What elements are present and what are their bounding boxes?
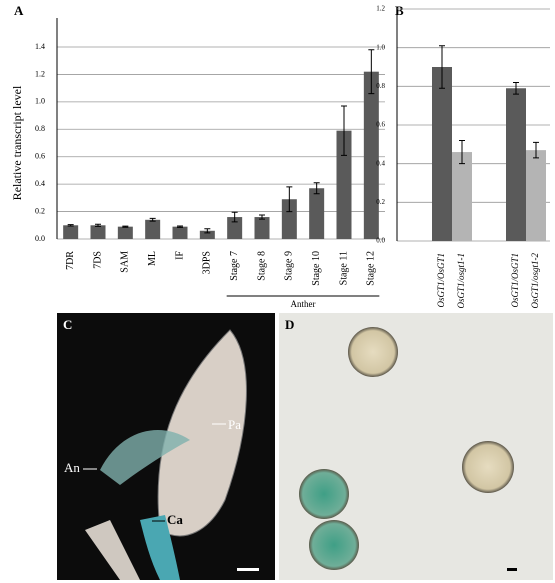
error-bar: [513, 81, 519, 95]
x-tick-label: Stage 7: [229, 251, 240, 281]
bar: [506, 88, 526, 242]
pollen-grain: [348, 327, 398, 377]
x-tick-label: ML: [147, 251, 158, 266]
error-bar: [204, 228, 211, 234]
x-tick-label: OsGT1/OsGT1: [436, 253, 446, 308]
error-bar: [459, 139, 465, 165]
bar: [172, 226, 188, 239]
bar: [90, 225, 106, 239]
y-tick-label: 1.0: [35, 97, 45, 106]
error-bar: [368, 49, 375, 95]
image-label: Ca: [167, 512, 183, 527]
y-tick-label: 0.6: [35, 152, 45, 161]
bar: [117, 226, 133, 239]
error-bar: [439, 45, 445, 89]
error-bar: [95, 223, 101, 227]
y-tick-label: 0.0: [376, 237, 385, 245]
y-axis-label: Relative transcript level: [10, 85, 24, 200]
pollen-grain: [299, 469, 349, 519]
panel-letter: B: [395, 3, 404, 18]
bar: [363, 71, 379, 239]
error-bar: [259, 214, 265, 220]
error-bar: [177, 225, 183, 228]
bar: [63, 225, 79, 239]
panel-letter: A: [14, 3, 24, 18]
y-tick-label: 1.0: [376, 43, 385, 51]
x-tick-label: OsGT1/OsGT1: [510, 253, 520, 308]
pollen-grain: [462, 441, 514, 493]
bar: [227, 217, 243, 239]
x-tick-label: IF: [174, 251, 185, 260]
error-bar: [231, 211, 238, 223]
bar: [199, 230, 215, 239]
x-tick-label: Stage 8: [256, 251, 267, 281]
x-tick-label: OsGT1/osgt1-2: [530, 253, 540, 309]
y-tick-label: 0.4: [35, 179, 45, 188]
x-tick-label: 7DS: [92, 251, 103, 269]
y-tick-label: 1.4: [35, 42, 45, 51]
scale-bar: [507, 568, 517, 571]
bar: [432, 67, 452, 241]
bar: [526, 150, 546, 241]
error-bar: [67, 224, 74, 227]
error-bar: [533, 141, 539, 159]
y-tick-label: 0.6: [376, 121, 385, 129]
scale-bar: [237, 568, 259, 571]
error-bar: [122, 225, 129, 228]
x-tick-label: SAM: [120, 251, 131, 273]
y-tick-label: 0.2: [35, 206, 45, 215]
x-tick-label: Stage 9: [284, 251, 295, 281]
spikelet-drawing: [85, 329, 247, 580]
image-label: An: [64, 460, 80, 475]
x-tick-label: OsGT1/osgt1-1: [456, 253, 466, 309]
bar: [309, 188, 325, 239]
y-tick-label: 1.2: [35, 69, 45, 78]
panel-letter: D: [285, 317, 294, 332]
bar: [452, 152, 472, 241]
y-tick-label: 0.2: [376, 198, 385, 206]
bar: [336, 130, 352, 239]
error-bar: [286, 186, 293, 213]
image-label: Pa: [228, 417, 241, 432]
y-tick-label: 0.8: [376, 82, 385, 90]
x-tick-label: Stage 10: [311, 251, 322, 286]
bar: [281, 199, 297, 239]
error-bar: [341, 105, 347, 156]
pollen-grain: [309, 520, 359, 570]
x-tick-label: Stage 11: [338, 251, 349, 285]
y-tick-label: 1.2: [376, 5, 385, 13]
x-tick-label: 3DPS: [202, 251, 213, 274]
y-tick-label: 0.0: [35, 234, 45, 243]
x-tick-label: 7DR: [65, 251, 76, 270]
error-bar: [313, 182, 320, 195]
y-tick-label: 0.4: [376, 159, 385, 167]
bar: [145, 219, 161, 239]
bar: [254, 217, 270, 239]
y-tick-label: 0.8: [35, 124, 45, 133]
x-tick-label: Stage 12: [366, 251, 377, 286]
panel-letter: C: [63, 317, 72, 332]
error-bar: [149, 217, 156, 222]
group-label: Anther: [291, 299, 316, 309]
